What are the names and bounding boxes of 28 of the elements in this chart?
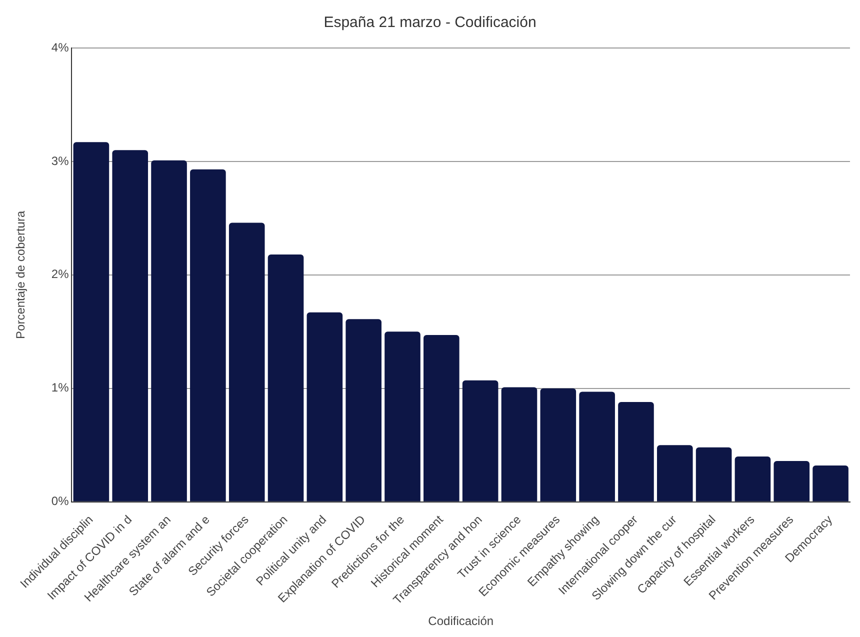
bar — [696, 447, 732, 502]
chart-title: España 21 marzo - Codificación — [324, 14, 536, 32]
bar — [112, 150, 148, 502]
y-tick-label: 3% — [51, 154, 70, 168]
y-axis-title: Porcentaje de cobertura — [14, 210, 28, 339]
x-axis-title: Codificación — [428, 614, 494, 628]
bar — [346, 319, 382, 502]
y-tick-label: 1% — [51, 380, 70, 395]
bar — [268, 254, 304, 502]
bar — [306, 312, 343, 502]
bar — [812, 466, 848, 502]
y-tick-label: 2% — [51, 267, 70, 282]
bar — [384, 332, 420, 502]
bar — [734, 456, 771, 502]
bar — [774, 460, 810, 502]
y-tick-label: 4% — [51, 40, 70, 54]
bar — [190, 169, 226, 502]
bar — [618, 402, 654, 502]
bar — [579, 392, 615, 502]
bar — [462, 380, 498, 502]
bar — [424, 335, 460, 502]
bar — [151, 160, 187, 502]
bar — [501, 387, 538, 502]
bar — [73, 142, 110, 502]
y-tick-label: 0% — [51, 494, 70, 508]
bar — [540, 388, 576, 502]
bar — [656, 445, 693, 502]
bar — [228, 222, 265, 502]
